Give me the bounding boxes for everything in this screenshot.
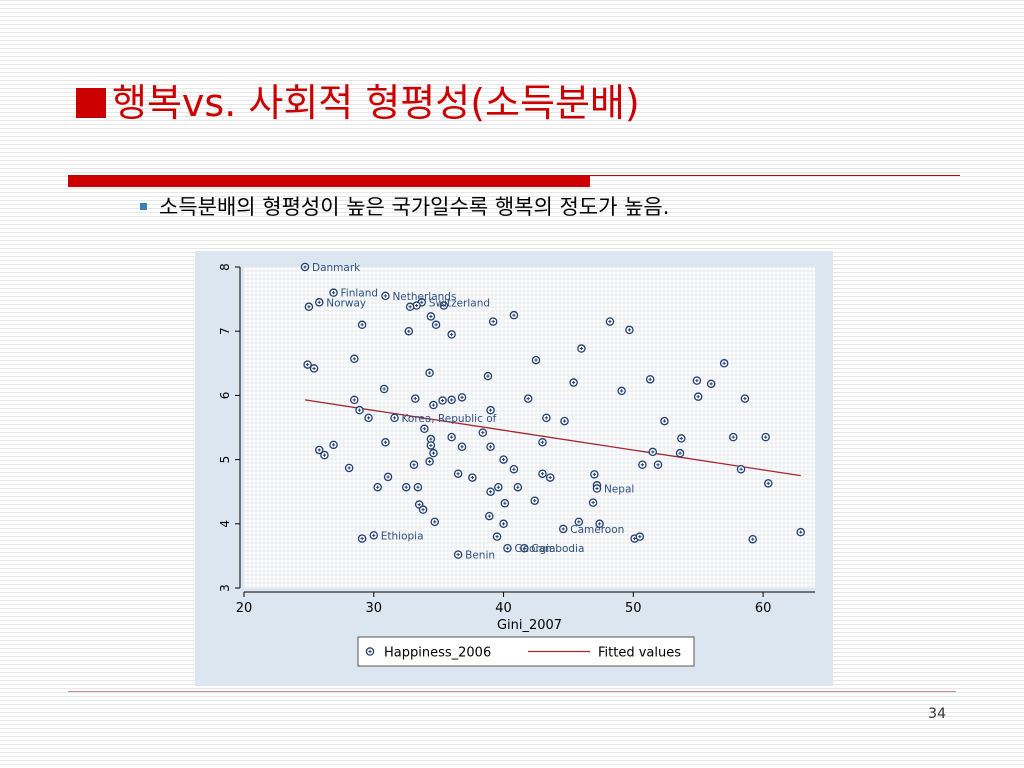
country-label: Cameroon: [570, 524, 624, 536]
country-label: Nepal: [604, 483, 634, 495]
x-tick-label: 50: [625, 601, 642, 616]
bullet-square-icon: [140, 203, 147, 210]
country-label: Danmark: [312, 262, 361, 274]
country-label: Finland: [341, 288, 379, 300]
title-underline-rule: [590, 175, 960, 176]
x-tick-label: 40: [495, 601, 512, 616]
country-label: Georgia: [514, 543, 555, 555]
country-label: Cambodia: [531, 543, 584, 555]
legend-label-fitted: Fitted values: [598, 646, 681, 661]
slide-title-text: 행복vs. 사회적 형평성(소득분배): [112, 81, 640, 125]
bullet-text: 소득분배의 형평성이 높은 국가일수록 행복의 정도가 높음.: [159, 195, 670, 219]
y-tick-label: 3: [218, 584, 232, 592]
fitted-values-line: [304, 399, 801, 477]
y-tick-label: 5: [218, 456, 232, 464]
legend-label-happiness: Happiness_2006: [384, 646, 491, 661]
country-label: Netherlands: [392, 291, 456, 303]
country-label: Switzerland: [429, 297, 490, 309]
country-label: Norway: [326, 297, 366, 309]
happiness-points: [300, 262, 805, 559]
title-square-marker: [76, 88, 106, 118]
footer-rule: [68, 691, 956, 692]
x-tick-label: 60: [755, 601, 772, 616]
legend-box: [357, 636, 695, 667]
y-tick-label: 6: [218, 392, 232, 400]
country-label: Korea, Republic of: [402, 413, 497, 425]
grid-lines: [243, 266, 815, 588]
country-label: Ethiopia: [381, 530, 424, 542]
country-label: Benin: [465, 550, 495, 562]
y-tick-label: 7: [218, 327, 232, 335]
x-tick-label: 20: [236, 601, 253, 616]
y-tick-label: 8: [218, 263, 232, 271]
slide-title: 행복vs. 사회적 형평성(소득분배): [76, 78, 640, 128]
page-number: 34: [928, 706, 946, 722]
y-tick-label: 4: [218, 520, 232, 528]
bullet-point: 소득분배의 형평성이 높은 국가일수록 행복의 정도가 높음.: [140, 193, 669, 221]
title-underline-bar: [68, 175, 590, 187]
x-axis-title: Gini_2007: [497, 618, 562, 633]
x-tick-label: 30: [365, 601, 382, 616]
scatter-chart: 3 4 5 6 7 8 20 30 40 50 60 Gini_2007 Danmark Finland N…: [195, 251, 833, 686]
